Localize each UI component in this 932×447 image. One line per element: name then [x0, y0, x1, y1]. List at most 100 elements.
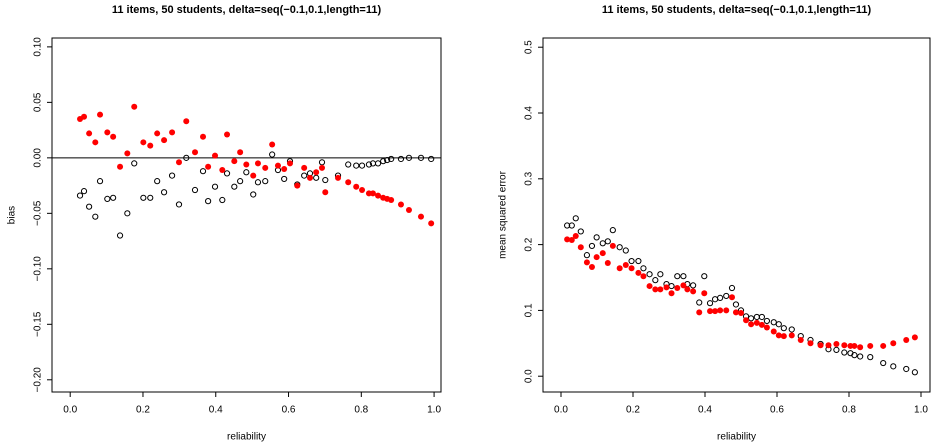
point — [903, 365, 910, 373]
point — [588, 263, 595, 270]
point — [131, 160, 138, 167]
x-tick-label: 1.0 — [427, 405, 441, 416]
y-tick-label: 0.5 — [524, 40, 535, 54]
point — [97, 111, 104, 118]
point — [807, 340, 814, 347]
point — [696, 309, 703, 316]
y-tick-label: −0.20 — [33, 367, 44, 393]
point — [243, 169, 250, 176]
point — [224, 131, 231, 138]
point — [622, 262, 629, 269]
point — [274, 162, 281, 169]
point — [857, 353, 864, 360]
point — [243, 161, 250, 168]
point — [169, 129, 176, 136]
x-tick-label: 0.0 — [63, 405, 77, 416]
point — [616, 244, 623, 251]
y-tick-label: −0.15 — [33, 311, 44, 337]
point — [281, 165, 288, 172]
point — [231, 158, 238, 165]
point — [154, 130, 161, 137]
point — [880, 359, 887, 367]
x-axis-label: reliability — [227, 432, 266, 443]
point — [911, 334, 918, 341]
point — [652, 277, 659, 284]
point — [690, 288, 697, 295]
point — [86, 130, 93, 137]
point — [96, 178, 104, 185]
y-tick-label: 0.3 — [524, 171, 535, 185]
y-axis-label: bias — [7, 206, 18, 224]
y-tick-label: −0.10 — [33, 256, 44, 282]
point — [763, 324, 770, 331]
point — [652, 286, 659, 293]
point — [833, 346, 840, 353]
point — [124, 150, 131, 157]
point — [191, 186, 199, 194]
point — [397, 201, 404, 208]
point — [417, 213, 424, 220]
point — [318, 159, 326, 166]
point — [183, 154, 190, 161]
point — [168, 172, 176, 179]
point — [732, 309, 739, 316]
point — [301, 172, 308, 179]
point — [797, 337, 804, 344]
point — [788, 326, 795, 333]
point — [663, 284, 670, 291]
point — [322, 176, 329, 184]
point — [577, 228, 584, 235]
x-tick-label: 0.2 — [136, 405, 150, 416]
point — [117, 163, 124, 170]
y-tick-label: 0.4 — [524, 106, 535, 120]
point — [588, 242, 596, 250]
point — [780, 333, 787, 340]
point — [903, 337, 910, 344]
point — [564, 222, 571, 229]
point — [851, 352, 858, 359]
point — [738, 310, 744, 317]
point — [262, 164, 269, 171]
point — [92, 139, 99, 146]
point — [175, 201, 183, 208]
y-tick-label: 0.1 — [524, 303, 535, 317]
point — [616, 265, 623, 272]
point — [668, 290, 675, 297]
point — [770, 328, 777, 335]
point — [674, 273, 681, 280]
point — [237, 149, 244, 156]
point — [680, 282, 687, 289]
point — [564, 236, 571, 243]
point — [200, 133, 207, 140]
point — [780, 325, 787, 332]
point — [160, 189, 168, 196]
point — [405, 207, 412, 214]
point — [657, 271, 664, 278]
point — [405, 154, 413, 161]
point — [701, 273, 708, 280]
point — [104, 195, 111, 203]
point — [890, 363, 897, 370]
point — [841, 349, 848, 356]
point — [680, 273, 687, 280]
point — [753, 313, 760, 321]
point — [609, 242, 616, 249]
point — [599, 250, 606, 257]
x-tick-label: 0.4 — [209, 405, 223, 416]
point — [690, 282, 697, 289]
x-tick-label: 0.6 — [282, 405, 296, 416]
x-tick-label: 0.4 — [698, 405, 712, 416]
point — [753, 319, 760, 326]
point — [388, 197, 395, 204]
x-tick-label: 0.0 — [554, 405, 568, 416]
y-tick-label: −0.05 — [33, 200, 44, 226]
point — [365, 161, 373, 168]
point — [775, 321, 782, 328]
point — [237, 178, 244, 185]
point — [353, 183, 360, 190]
point — [572, 233, 579, 240]
point — [583, 252, 591, 259]
point — [345, 161, 352, 168]
point — [723, 307, 730, 314]
